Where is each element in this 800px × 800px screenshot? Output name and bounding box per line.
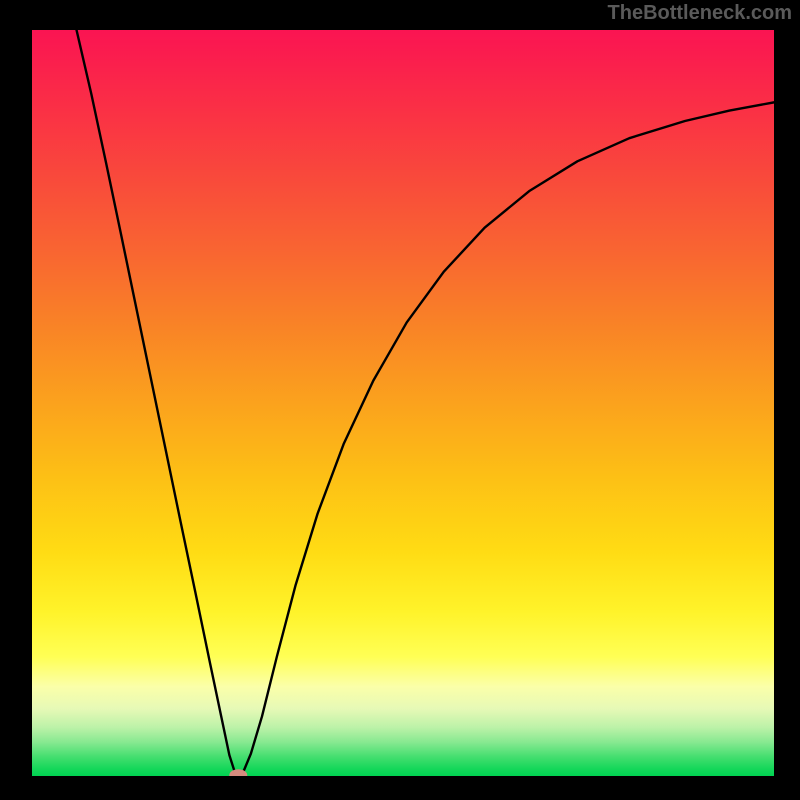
chart-background: [32, 30, 774, 776]
source-watermark: TheBottleneck.com: [608, 2, 792, 25]
plot-area: [32, 30, 774, 776]
chart-svg: [32, 30, 774, 776]
